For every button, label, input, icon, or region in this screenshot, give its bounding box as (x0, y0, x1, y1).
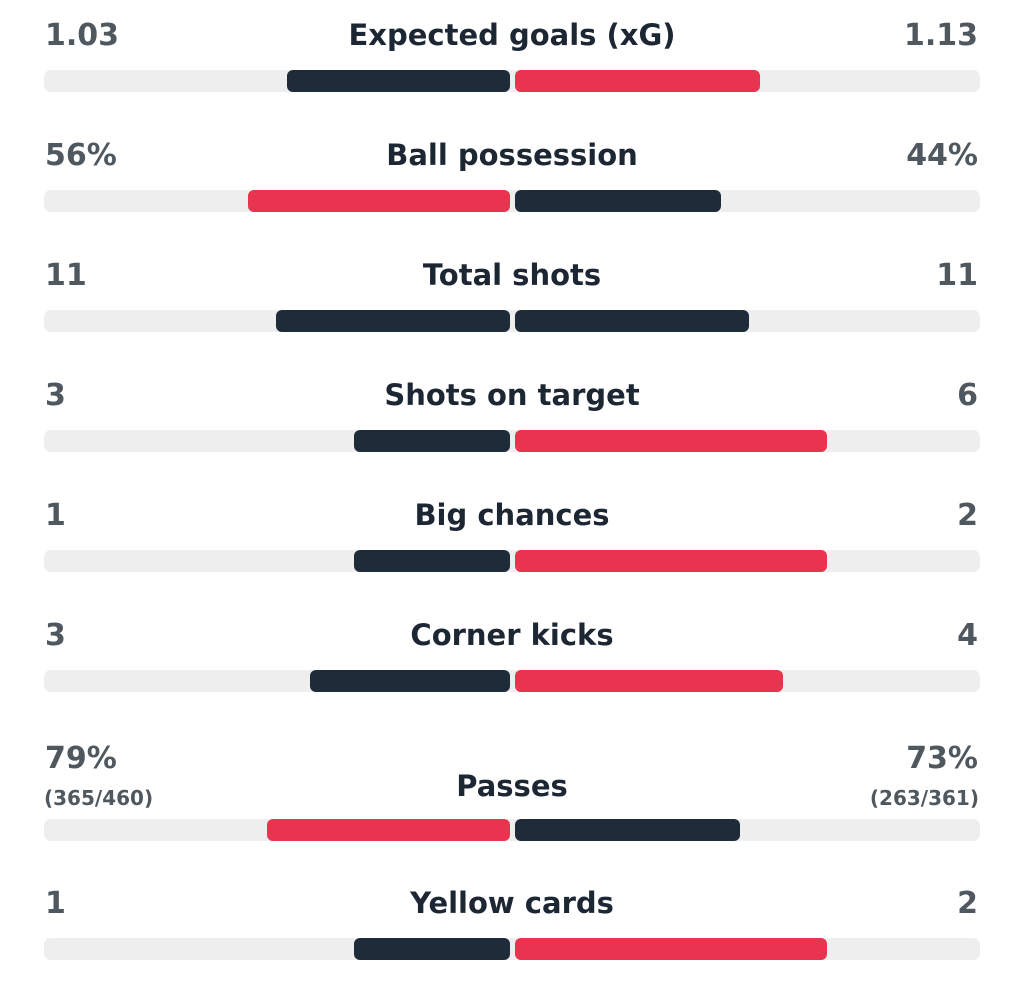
home-value: 1 (45, 498, 66, 533)
away-value: 11 (936, 258, 978, 293)
comparison-bar-track (44, 670, 980, 692)
comparison-bar-track (44, 430, 980, 452)
home-value: 3 (45, 618, 66, 653)
home-value: 1 (45, 886, 66, 921)
stat-row-passes: 79% (365/460) Passes 73% (263/361) (0, 721, 1024, 846)
home-value: 79% (45, 741, 117, 776)
stat-label: Total shots (422, 258, 602, 292)
comparison-bar-track (44, 938, 980, 960)
stat-row-ball-possession: 56% Ball possession 44% (0, 120, 1024, 220)
away-value: 2 (957, 886, 978, 921)
away-bar (515, 819, 740, 841)
home-bar (353, 430, 510, 452)
away-value: 1.13 (903, 18, 978, 53)
home-bar (353, 550, 510, 572)
stat-label: Passes (456, 769, 568, 803)
stat-label: Expected goals (xG) (348, 18, 676, 52)
away-bar (515, 550, 827, 572)
away-value: 73% (906, 741, 978, 776)
home-bar (287, 70, 510, 92)
away-value: 6 (957, 378, 978, 413)
away-value: 44% (906, 138, 978, 173)
stat-row-corner-kicks: 3 Corner kicks 4 (0, 600, 1024, 700)
stat-label: Corner kicks (410, 618, 614, 652)
away-subvalue: (263/361) (869, 786, 979, 810)
stat-row-expected-goals: 1.03 Expected goals (xG) 1.13 (0, 0, 1024, 100)
home-value: 3 (45, 378, 66, 413)
away-bar (515, 670, 783, 692)
comparison-bar-track (44, 819, 980, 841)
away-value: 2 (957, 498, 978, 533)
away-bar (515, 190, 721, 212)
home-bar (247, 190, 510, 212)
comparison-bar-track (44, 190, 980, 212)
away-value: 4 (957, 618, 978, 653)
home-bar (276, 310, 510, 332)
stat-label: Yellow cards (410, 886, 614, 920)
home-value: 11 (45, 258, 87, 293)
home-bar (266, 819, 510, 841)
comparison-bar-track (44, 70, 980, 92)
comparison-bar-track (44, 310, 980, 332)
away-bar (515, 938, 827, 960)
stat-row-yellow-cards: 1 Yellow cards 2 (0, 868, 1024, 968)
away-bar (515, 310, 749, 332)
home-subvalue: (365/460) (44, 786, 154, 810)
home-bar (353, 938, 510, 960)
stat-label: Big chances (414, 498, 610, 532)
stat-row-total-shots: 11 Total shots 11 (0, 240, 1024, 340)
away-bar (515, 430, 827, 452)
comparison-bar-track (44, 550, 980, 572)
home-value: 56% (45, 138, 117, 173)
stat-row-shots-on-target: 3 Shots on target 6 (0, 360, 1024, 460)
home-bar (309, 670, 510, 692)
stat-label: Shots on target (384, 378, 640, 412)
stat-row-big-chances: 1 Big chances 2 (0, 480, 1024, 580)
home-value: 1.03 (45, 18, 120, 53)
away-bar (515, 70, 761, 92)
stat-label: Ball possession (386, 138, 638, 172)
